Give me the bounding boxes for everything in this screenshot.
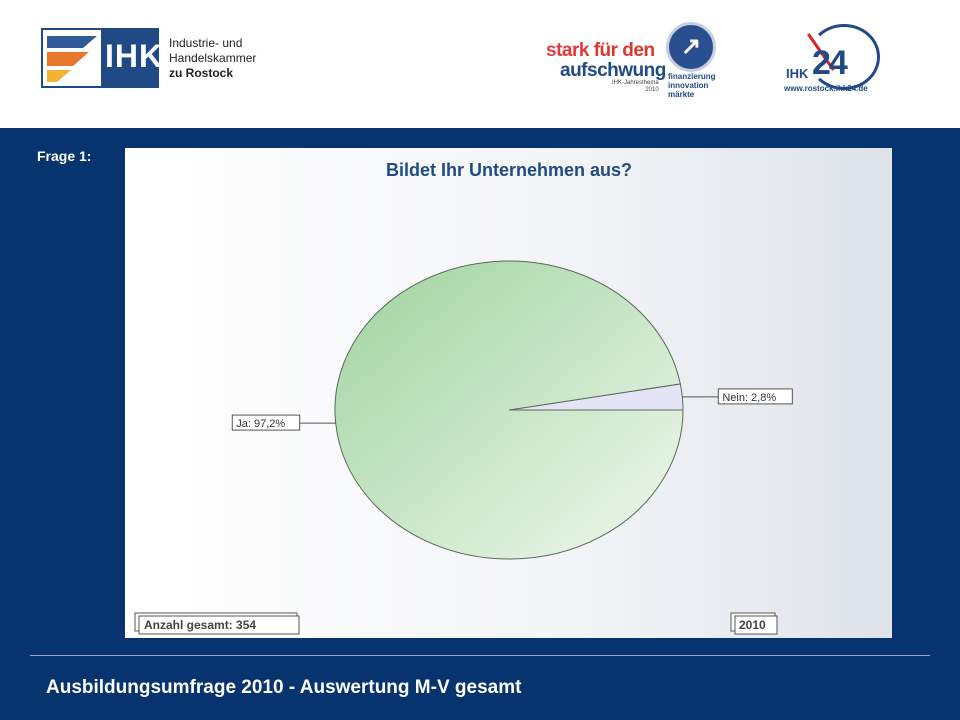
ihk24-big: 24 <box>812 44 848 82</box>
total-count-text: Anzahl gesamt: 354 <box>144 618 256 632</box>
campaign-word2: innovation <box>668 81 709 90</box>
year-box: 2010 <box>730 612 778 635</box>
question-label: Frage 1: <box>37 148 92 164</box>
campaign-sub1: IHK-Jahresthema <box>612 80 659 86</box>
pie-label-nein-text: Nein: 2,8% <box>722 392 776 404</box>
campaign-word1: finanzierung <box>668 72 716 81</box>
pie-label-ja-box <box>231 414 301 431</box>
pie-labels: Nein: 2,8% Ja: 97,2% <box>231 388 793 431</box>
pie-label-nein-box <box>717 388 793 405</box>
campaign-line1b: für den <box>593 40 655 61</box>
chart-panel: Bildet Ihr Unternehmen aus? Nein: 2,8% Ja… <box>125 148 892 638</box>
total-count-box: Anzahl gesamt: 354 <box>134 612 300 635</box>
campaign-line2: aufschwung <box>560 60 666 81</box>
header: IHK Industrie- und Handelskammer zu Rost… <box>0 0 960 128</box>
ihk24-url: www.rostock.ihk24.de <box>784 84 868 93</box>
ihk-rostock-logo[interactable]: IHK Industrie- und Handelskammer zu Rost… <box>41 28 321 90</box>
pie-slices <box>334 260 684 560</box>
ihk24-logo[interactable]: IHK 24 www.rostock.ihk24.de <box>780 22 890 98</box>
year-text: 2010 <box>739 618 766 632</box>
clock-ring-icon <box>808 24 880 90</box>
ihk-emblem-icon <box>43 30 101 86</box>
ihk-logo-box: IHK <box>41 28 162 88</box>
ihk-name-line2: zu Rostock <box>169 66 234 80</box>
footer-title: Ausbildungsumfrage 2010 - Auswertung M-V… <box>46 677 522 698</box>
pie-label-ja: Ja: 97,2% <box>231 414 336 431</box>
ihk24-small: IHK <box>786 66 809 81</box>
campaign-line1a: stark <box>546 40 589 61</box>
pie-label-nein: Nein: 2,8% <box>682 388 793 405</box>
footer-divider <box>30 655 930 656</box>
stark-fuer-den-aufschwung-logo[interactable]: stark für den aufschwung ↗ IHK-Jahresthe… <box>546 20 718 100</box>
pie-slice-ja <box>334 260 684 560</box>
chart-title: Bildet Ihr Unternehmen aus? <box>386 160 632 180</box>
ihk-name-line1: Industrie- und Handelskammer <box>169 36 257 65</box>
ihk-abbr: IHK <box>105 38 164 74</box>
campaign-word3: märkte <box>668 90 695 99</box>
pie-chart: Bildet Ihr Unternehmen aus? Nein: 2,8% Ja… <box>134 160 793 635</box>
campaign-keywords: finanzierung innovation märkte <box>668 72 716 99</box>
campaign-line1: stark für den <box>546 40 655 62</box>
arrow-up-icon: ↗ <box>666 22 716 72</box>
campaign-sub2: 2010 <box>645 87 659 93</box>
pie-label-ja-text: Ja: 97,2% <box>236 418 285 430</box>
ihk-name: Industrie- und Handelskammer zu Rostock <box>169 36 321 81</box>
campaign-subtitle: IHK-Jahresthema 2010 <box>612 80 659 94</box>
